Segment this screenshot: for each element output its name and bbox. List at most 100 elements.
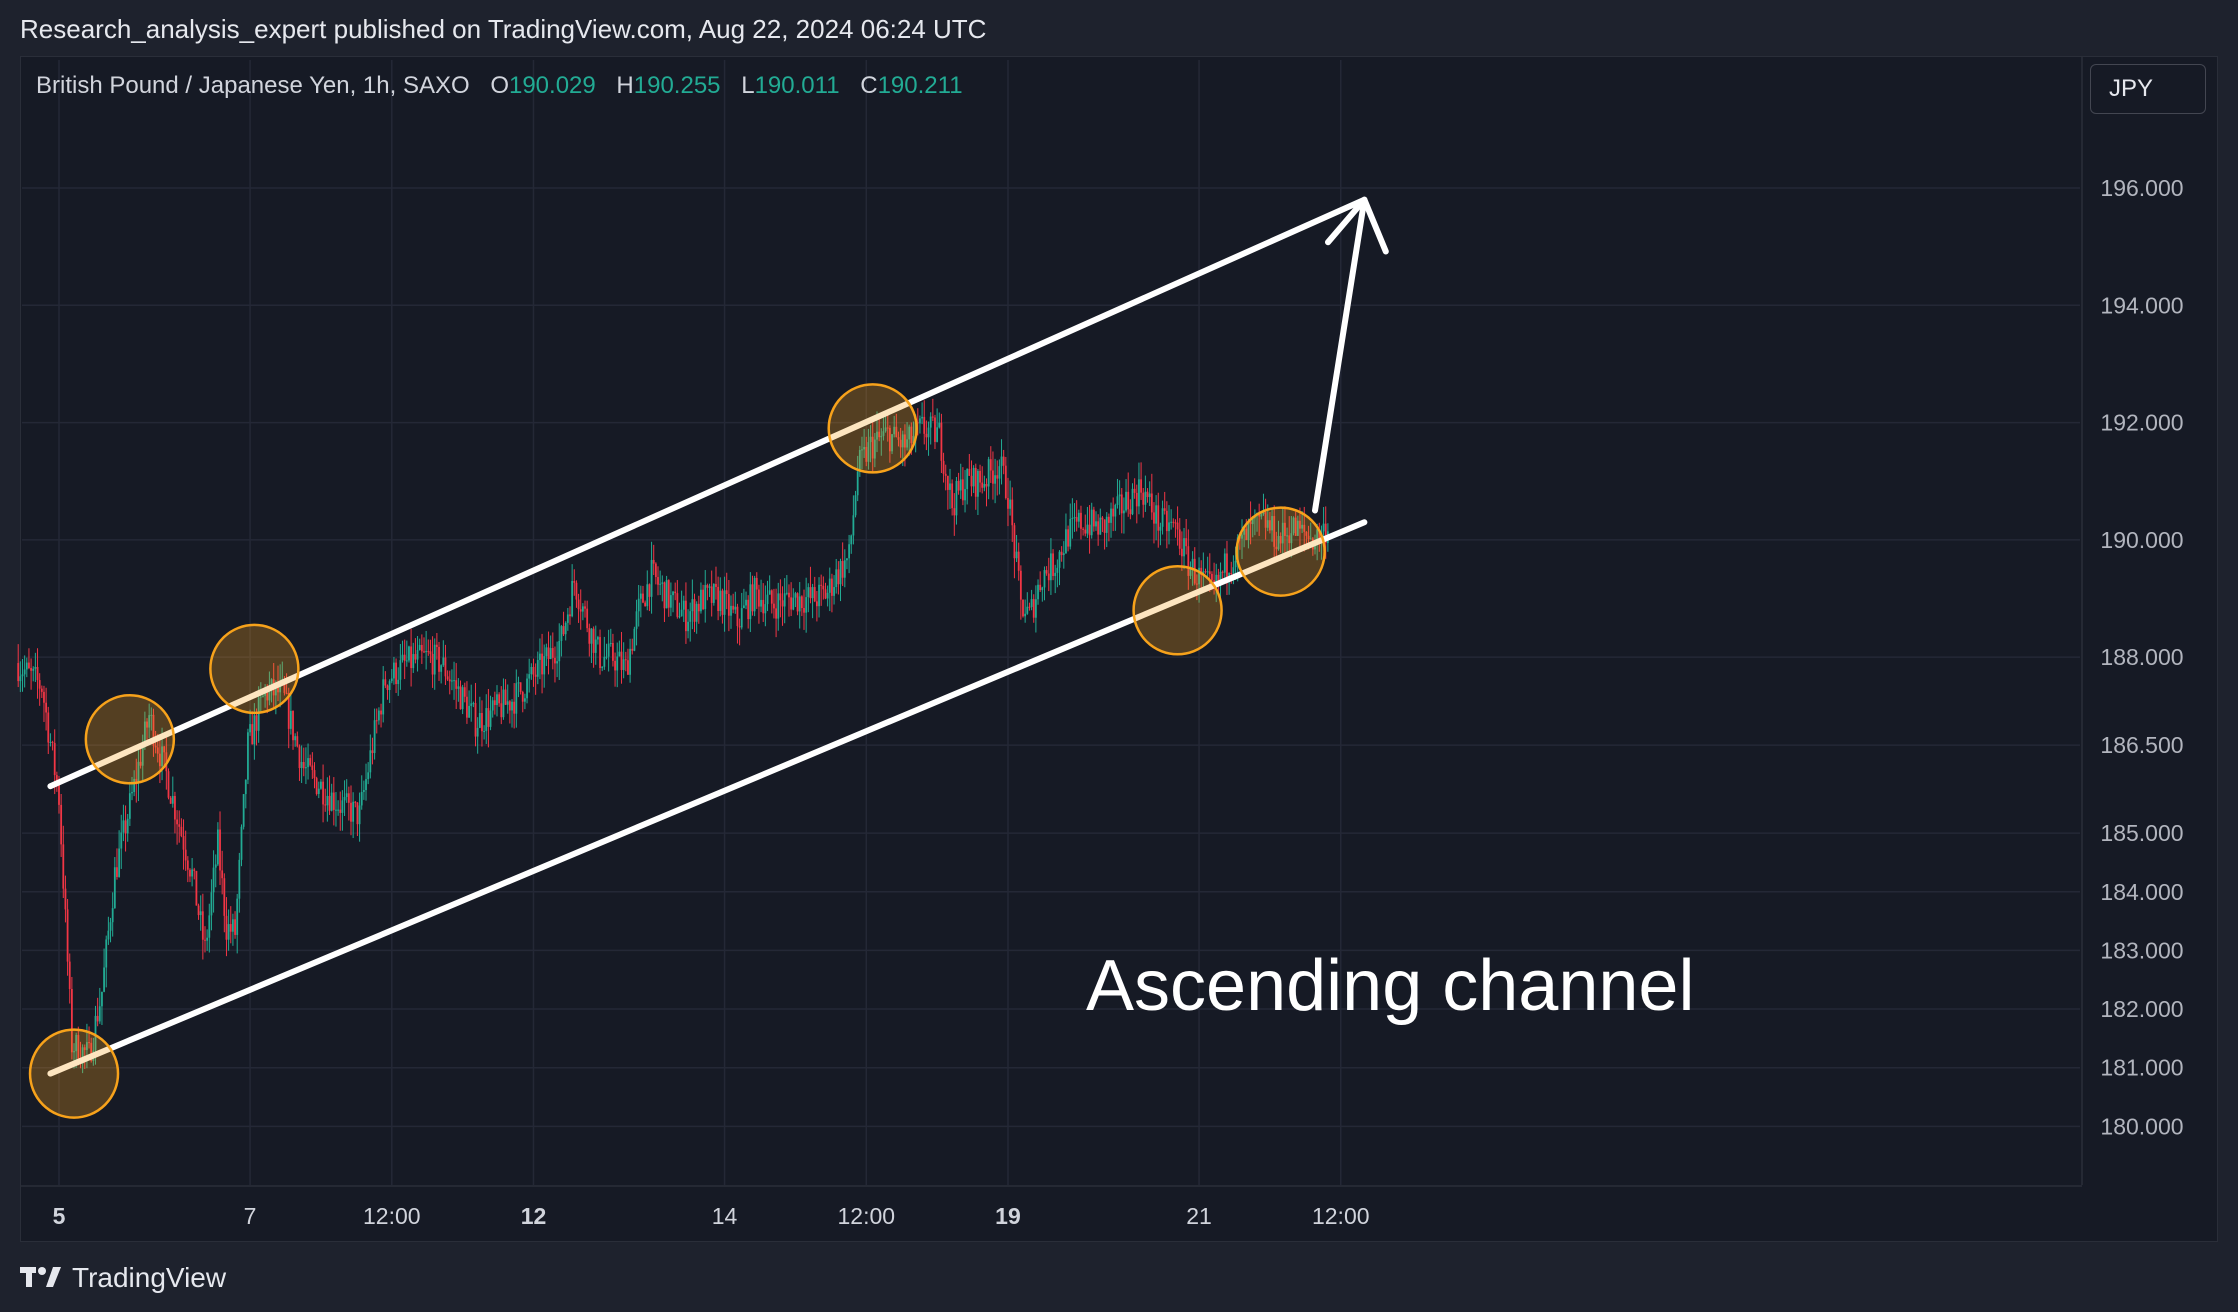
candle-body	[734, 606, 737, 610]
candle-body	[964, 489, 966, 501]
price-tick-label: 188.000	[2100, 644, 2183, 670]
candle-body	[672, 591, 674, 596]
candle-body	[1067, 529, 1069, 547]
candle-body	[225, 915, 228, 940]
candle-body	[347, 793, 350, 803]
candle-body	[1217, 574, 1220, 583]
candle-body	[747, 599, 750, 620]
candle-body	[1305, 531, 1308, 536]
candle-body	[901, 434, 904, 448]
candle-body	[1299, 520, 1301, 529]
touch-point-circle	[84, 694, 176, 785]
tradingview-brand[interactable]: TradingView	[20, 1258, 226, 1298]
candle-body	[182, 835, 185, 850]
candle-body	[667, 580, 670, 608]
candle-body	[1314, 544, 1316, 550]
candle-body	[886, 427, 889, 429]
candle-body	[468, 705, 470, 718]
candle-body	[481, 713, 483, 732]
candle-body	[431, 653, 434, 675]
candle-body	[1266, 520, 1269, 528]
candle-body	[1030, 599, 1033, 607]
candle-body	[500, 703, 503, 718]
candle-body	[768, 590, 771, 595]
candle-body	[554, 657, 556, 664]
candle-body	[305, 767, 307, 769]
candle-body	[384, 679, 387, 686]
candle-body	[985, 484, 988, 487]
candle-body	[642, 593, 644, 603]
candle-body	[545, 647, 548, 657]
candle-body	[818, 584, 820, 607]
high-value: 190.255	[633, 72, 721, 99]
candle-body	[826, 592, 829, 599]
candle-body	[1189, 567, 1192, 576]
candle-body	[614, 660, 616, 671]
candle-body	[255, 715, 258, 731]
time-tick-label: 12:00	[837, 1203, 895, 1229]
candle-body	[848, 544, 850, 559]
candle-body	[270, 679, 273, 689]
candle-body	[313, 770, 316, 779]
candle-body	[113, 867, 116, 909]
candle-body	[1165, 510, 1168, 532]
candle-body	[298, 746, 301, 769]
candle-body	[358, 805, 361, 825]
candle-body	[1264, 512, 1267, 528]
candle-body	[420, 644, 423, 652]
candle-body	[137, 761, 140, 783]
candle-body	[68, 961, 71, 990]
candle-body	[1127, 491, 1130, 510]
candle-body	[607, 643, 610, 657]
candle-body	[1316, 529, 1319, 545]
candle-body	[1039, 584, 1042, 591]
candle-body	[73, 1051, 75, 1053]
candle-body	[1159, 526, 1162, 531]
candle-body	[1170, 521, 1173, 523]
candle-body	[1161, 508, 1164, 527]
candle-body	[1286, 535, 1288, 537]
candle-body	[367, 772, 370, 780]
candle-body	[569, 614, 571, 617]
currency-button[interactable]: JPY	[2090, 64, 2206, 114]
candle-body	[852, 515, 855, 536]
candle-body	[833, 587, 835, 596]
candle-body	[1279, 536, 1282, 544]
candle-body	[103, 967, 105, 992]
footer-bar	[0, 1244, 2238, 1312]
candle-body	[562, 626, 565, 635]
candle-body	[1296, 520, 1299, 536]
candle-body	[193, 869, 196, 871]
touch-point-circle	[1235, 506, 1326, 597]
candle-body	[238, 859, 241, 899]
candle-body	[571, 580, 574, 617]
candle-body	[1309, 538, 1312, 540]
candle-body	[332, 792, 335, 810]
candle-body	[753, 577, 756, 612]
candle-body	[998, 466, 1001, 479]
candle-body	[725, 590, 728, 595]
tradingview-logo-icon	[20, 1267, 61, 1287]
candle-body	[90, 1042, 93, 1062]
candle-body	[1107, 516, 1110, 523]
candle-body	[824, 589, 827, 599]
candle-body	[350, 802, 352, 822]
candle-body	[169, 797, 172, 804]
candle-body	[785, 592, 788, 594]
candle-body	[287, 693, 290, 729]
candle-body	[1200, 567, 1203, 575]
candle-body	[408, 646, 410, 661]
candle-body	[1099, 517, 1102, 535]
candle-body	[732, 605, 735, 610]
candle-body	[1219, 571, 1222, 583]
candle-body	[1196, 583, 1198, 585]
candle-body	[156, 747, 159, 754]
candle-body	[1230, 573, 1233, 575]
candle-body	[94, 1015, 97, 1051]
candle-body	[120, 832, 123, 849]
chart-panel[interactable]	[20, 56, 2218, 1242]
candle-body	[259, 696, 262, 698]
candle-body	[438, 646, 440, 672]
candle-body	[727, 594, 730, 616]
